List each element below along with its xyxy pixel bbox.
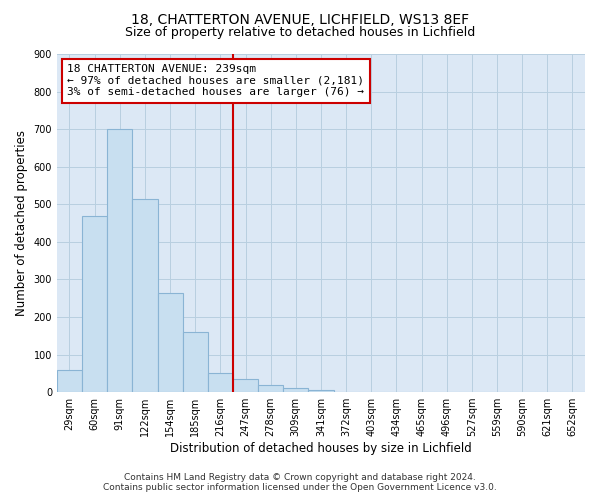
Bar xyxy=(208,374,233,392)
Bar xyxy=(308,390,334,392)
Y-axis label: Number of detached properties: Number of detached properties xyxy=(15,130,28,316)
Bar xyxy=(258,384,283,392)
Bar xyxy=(57,370,82,392)
Bar xyxy=(107,129,133,392)
Text: 18, CHATTERTON AVENUE, LICHFIELD, WS13 8EF: 18, CHATTERTON AVENUE, LICHFIELD, WS13 8… xyxy=(131,12,469,26)
Bar xyxy=(133,198,158,392)
Text: 18 CHATTERTON AVENUE: 239sqm
← 97% of detached houses are smaller (2,181)
3% of : 18 CHATTERTON AVENUE: 239sqm ← 97% of de… xyxy=(67,64,364,98)
X-axis label: Distribution of detached houses by size in Lichfield: Distribution of detached houses by size … xyxy=(170,442,472,455)
Bar xyxy=(233,379,258,392)
Text: Size of property relative to detached houses in Lichfield: Size of property relative to detached ho… xyxy=(125,26,475,39)
Text: Contains HM Land Registry data © Crown copyright and database right 2024.
Contai: Contains HM Land Registry data © Crown c… xyxy=(103,473,497,492)
Bar xyxy=(182,332,208,392)
Bar xyxy=(283,388,308,392)
Bar xyxy=(82,216,107,392)
Bar xyxy=(158,292,182,392)
